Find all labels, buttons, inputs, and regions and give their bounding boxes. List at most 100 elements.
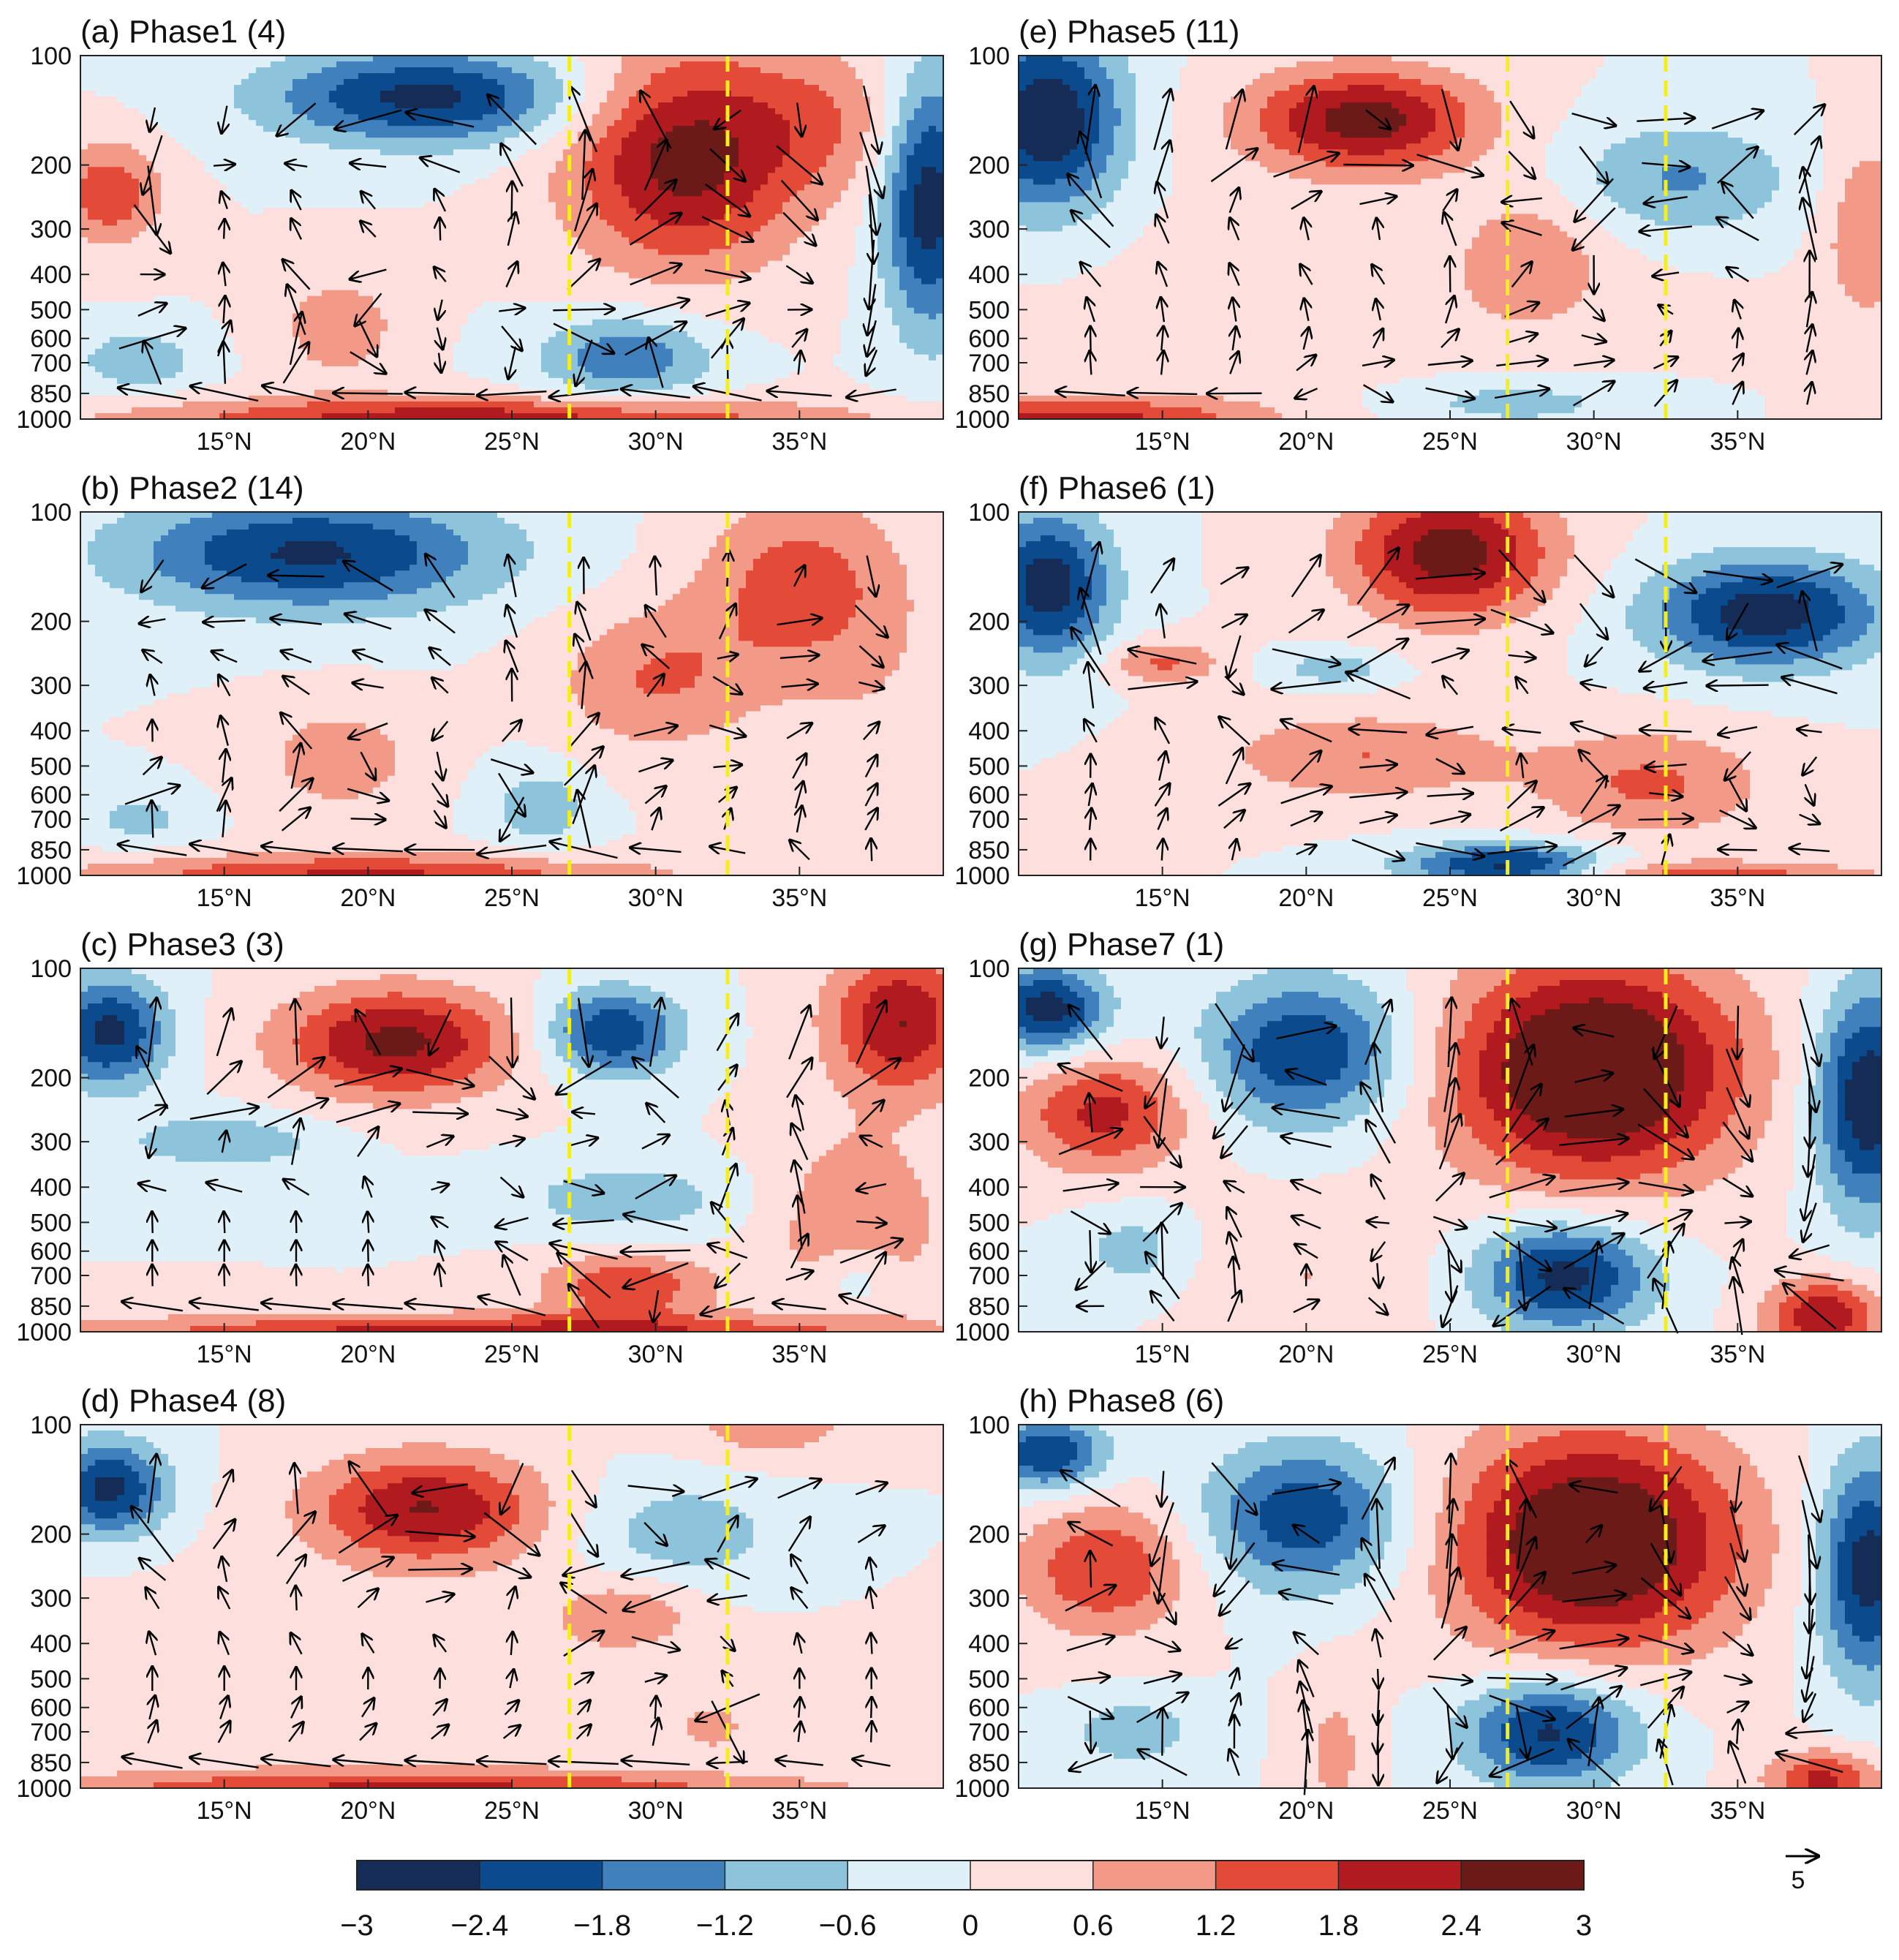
contour-cell: [856, 190, 864, 197]
contour-cell: [227, 231, 235, 238]
contour-cell: [929, 56, 937, 62]
contour-cell: [292, 260, 301, 268]
contour-cell: [812, 73, 820, 80]
contour-cell: [175, 155, 184, 162]
contour-cell: [117, 173, 125, 179]
contour-cell: [819, 284, 827, 291]
contour-cell: [841, 97, 849, 103]
contour-cell: [475, 208, 483, 215]
contour-cell: [570, 237, 578, 244]
contour-cell: [483, 219, 491, 227]
contour-cell: [570, 208, 578, 215]
contour-cell: [877, 202, 886, 209]
contour-cell: [570, 173, 578, 179]
contour-cell: [746, 132, 754, 138]
contour-cell: [161, 120, 169, 127]
contour-cell: [161, 184, 169, 191]
contour-cell: [870, 184, 878, 191]
contour-cell: [205, 56, 213, 62]
contour-cell: [80, 295, 88, 303]
contour-cell: [856, 260, 864, 268]
contour-cell: [643, 108, 652, 115]
contour-cell: [651, 143, 659, 150]
contour-cell: [263, 67, 271, 74]
contour-cell: [717, 85, 725, 91]
contour-cell: [877, 155, 886, 162]
contour-cell: [812, 108, 820, 115]
contour-cell: [570, 167, 578, 173]
contour-cell: [607, 126, 615, 132]
contour-cell: [205, 290, 213, 297]
contour-cell: [139, 202, 147, 209]
contour-cell: [161, 225, 169, 233]
contour-cell: [512, 249, 520, 256]
contour-cell: [914, 56, 922, 62]
contour-cell: [556, 219, 564, 227]
contour-cell: [665, 284, 673, 291]
contour-cell: [643, 114, 652, 121]
contour-cell: [263, 126, 271, 132]
contour-cell: [490, 91, 498, 97]
contour-cell: [161, 237, 169, 244]
contour-cell: [600, 73, 608, 80]
contour-cell: [929, 260, 937, 268]
contour-cell: [863, 126, 871, 132]
contour-cell: [424, 225, 432, 233]
contour-cell: [782, 178, 790, 185]
contour-cell: [271, 91, 279, 97]
contour-cell: [300, 231, 308, 238]
contour-cell: [731, 214, 739, 221]
contour-cell: [585, 120, 593, 127]
contour-cell: [541, 132, 549, 138]
contour-cell: [197, 260, 205, 268]
contour-cell: [351, 202, 359, 209]
contour-cell: [483, 143, 491, 150]
contour-cell: [651, 56, 659, 62]
contour-cell: [921, 190, 929, 197]
contour-cell: [907, 284, 915, 291]
contour-cell: [600, 178, 608, 185]
contour-cell: [607, 161, 615, 167]
contour-cell: [797, 278, 805, 285]
contour-cell: [768, 137, 776, 144]
contour-cell: [877, 126, 886, 132]
contour-cell: [395, 260, 403, 268]
contour-cell: [775, 61, 783, 68]
contour-cell: [804, 132, 812, 138]
contour-cell: [775, 149, 783, 156]
contour-cell: [695, 278, 703, 285]
contour-cell: [453, 184, 461, 191]
contour-cell: [717, 260, 725, 268]
contour-cell: [475, 143, 483, 150]
contour-cell: [88, 219, 96, 227]
contour-cell: [227, 295, 235, 303]
contour-cell: [307, 97, 315, 103]
contour-cell: [292, 237, 301, 244]
contour-cell: [132, 243, 140, 250]
contour-cell: [446, 231, 454, 238]
contour-cell: [256, 97, 264, 103]
contour-cell: [256, 167, 264, 173]
contour-cell: [643, 243, 652, 250]
contour-cell: [402, 137, 410, 144]
contour-cell: [234, 243, 242, 250]
contour-cell: [870, 249, 878, 256]
contour-cell: [907, 67, 915, 74]
contour-cell: [695, 260, 703, 268]
contour-cell: [907, 178, 915, 185]
contour-cell: [673, 255, 681, 262]
contour-cell: [219, 284, 227, 291]
contour-cell: [351, 137, 359, 144]
contour-cell: [929, 143, 937, 150]
contour-cell: [271, 190, 279, 197]
contour-cell: [475, 97, 483, 103]
contour-cell: [753, 155, 761, 162]
contour-cell: [102, 132, 110, 138]
contour-cell: [80, 137, 88, 144]
contour-cell: [446, 219, 454, 227]
contour-cell: [563, 208, 571, 215]
contour-cell: [139, 249, 147, 256]
contour-cell: [212, 167, 220, 173]
contour-cell: [490, 295, 498, 303]
contour-cell: [358, 73, 366, 80]
